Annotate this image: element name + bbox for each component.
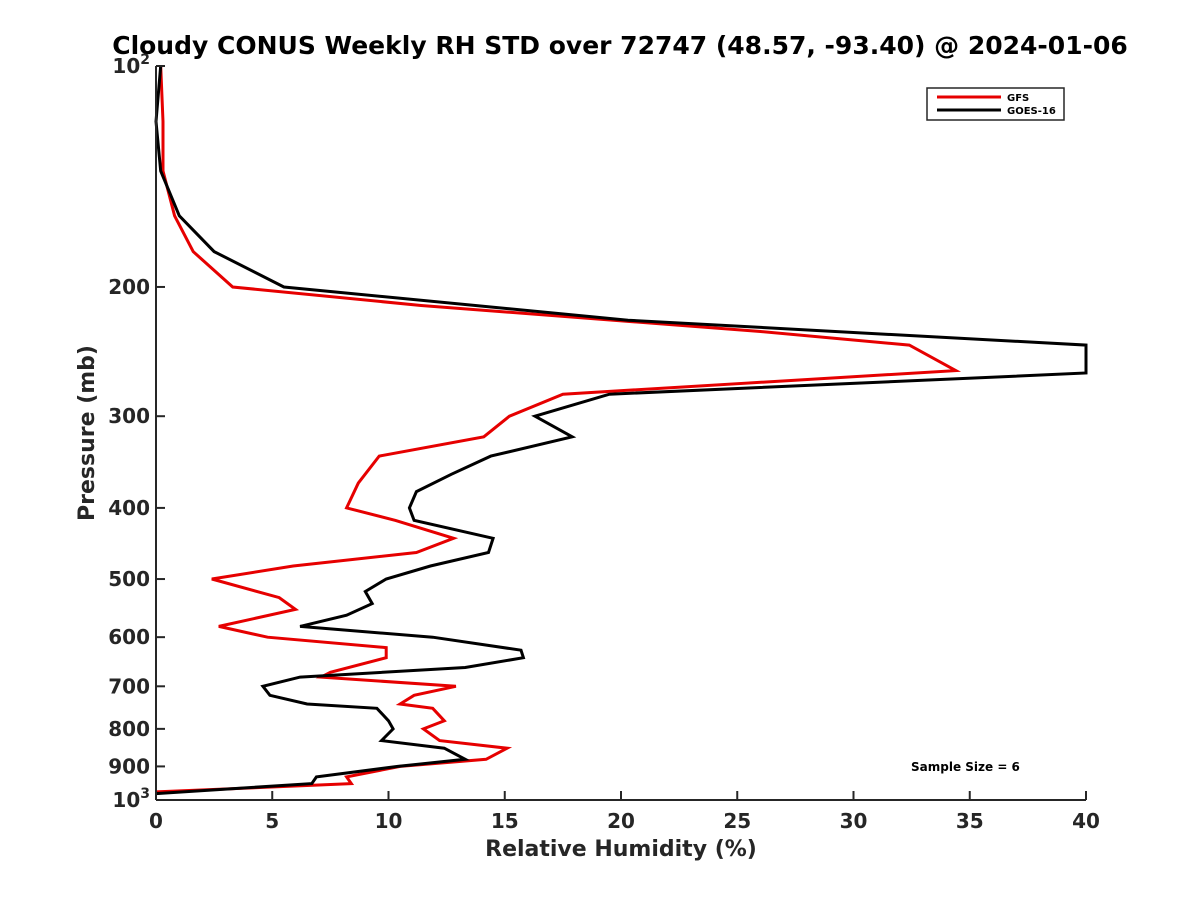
legend-label-goes-16: GOES-16 — [1007, 106, 1056, 117]
x-ticks: 0 5 10 15 20 25 30 35 40 — [149, 791, 1100, 833]
legend-label-gfs: GFS — [1007, 93, 1029, 104]
x-axis-label: Relative Humidity (%) — [485, 837, 757, 862]
legend: GFS GOES-16 — [926, 87, 1065, 121]
y-tick-label: 300 — [108, 404, 150, 428]
y-tick-label: 800 — [108, 717, 150, 741]
series-line-gfs — [155, 65, 962, 794]
y-tick-label: 900 — [108, 754, 150, 778]
x-tick-label: 35 — [956, 809, 984, 833]
y-axis-label: Pressure (mb) — [75, 345, 100, 521]
y-ticks: 102 200 300 400 500 600 700 800 900 103 — [108, 52, 165, 812]
x-tick-label: 15 — [491, 809, 519, 833]
plot-area: 0 5 10 15 20 25 30 35 40 102 200 300 400 500 600 700 80… — [108, 52, 1100, 833]
y-tick-label: 400 — [108, 496, 150, 520]
x-tick-label: 0 — [149, 809, 163, 833]
sample-size-annotation: Sample Size = 6 — [911, 760, 1020, 774]
y-tick-label: 600 — [108, 625, 150, 649]
x-tick-label: 30 — [840, 809, 868, 833]
series-line-goes-16 — [154, 65, 1088, 796]
series-layer — [154, 65, 1088, 796]
y-tick-label: 500 — [108, 567, 150, 591]
x-tick-label: 40 — [1072, 809, 1100, 833]
legend-box — [926, 87, 1065, 121]
x-tick-label: 25 — [723, 809, 751, 833]
x-tick-label: 20 — [607, 809, 635, 833]
chart-title: Cloudy CONUS Weekly RH STD over 72747 (4… — [112, 31, 1128, 60]
y-tick-label: 200 — [108, 275, 150, 299]
y-tick-label: 102 — [112, 52, 150, 78]
x-tick-label: 10 — [375, 809, 403, 833]
x-tick-label: 5 — [265, 809, 279, 833]
y-tick-label: 700 — [108, 674, 150, 698]
y-tick-label: 103 — [112, 786, 150, 812]
